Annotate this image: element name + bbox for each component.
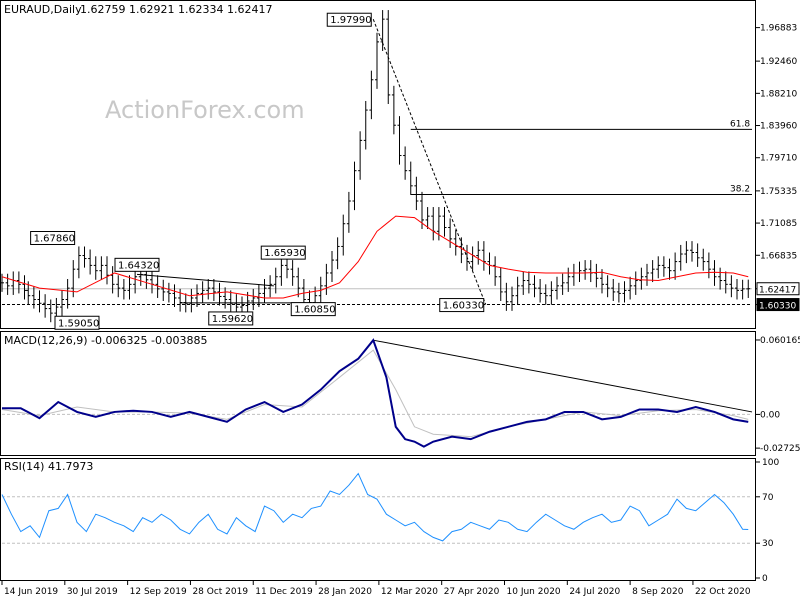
price-label: 1.65930 (264, 248, 305, 259)
macd-title: MACD(12,26,9) -0.006325 -0.003885 (4, 334, 207, 347)
price-axis-label: 1.79710 (760, 154, 797, 164)
date-axis-label: 10 Jun 2020 (507, 587, 561, 597)
date-axis-label: 28 Jan 2020 (318, 587, 372, 597)
price-panel (0, 0, 756, 329)
macd-line (2, 338, 749, 448)
price-label-box (290, 302, 336, 317)
date-axis-label: 14 Jun 2019 (4, 587, 58, 597)
price-label-box (439, 298, 485, 313)
resistance-trendline (136, 273, 274, 287)
chart-symbol: EURAUD,Daily (4, 3, 82, 16)
rsi-plot (1, 472, 752, 544)
price-plot: 61.8 38.2 1.97990 1.67860 1.64320 1.65930 1.59… (0, 10, 752, 330)
date-axis-label: 30 Jul 2019 (67, 587, 118, 597)
price-axis-label: 1.75335 (760, 187, 797, 197)
rsi-panel (0, 458, 756, 581)
price-label: 1.64320 (118, 260, 159, 271)
price-axis-marker (756, 282, 800, 296)
price-axis-label: 1.88210 (760, 89, 797, 99)
rsi-title: RSI(14) 41.7973 (4, 460, 93, 473)
macd-axis-label: -0.02725 (760, 444, 800, 454)
price-label: 1.60850 (294, 305, 335, 316)
date-axis-label: 12 Sep 2019 (130, 587, 187, 597)
date-axis-label: 12 Mar 2020 (381, 587, 438, 597)
price-axis-label: 1.66835 (760, 251, 797, 261)
moving-average-line (1, 215, 749, 299)
price-axis-label: 1.96883 (760, 24, 797, 34)
fib-level-label: 38.2 (730, 185, 750, 195)
date-axis-label: 27 Apr 2020 (444, 587, 500, 597)
date-axis-label: 11 Dec 2019 (255, 587, 313, 597)
price-label-box (30, 231, 76, 246)
watermark: ActionForex.com (105, 96, 305, 124)
price-label: 1.59620 (212, 314, 253, 325)
price-axis-marker (756, 298, 800, 312)
price-label-box (114, 257, 160, 272)
price-axis-label: 1.83960 (760, 122, 797, 132)
price-axis-label: 1.62417 (759, 286, 796, 296)
chart-ohlc: 1.62759 1.62921 1.62334 1.62417 (80, 3, 272, 16)
macd-signal-line (1, 349, 749, 438)
date-axis-label: 24 Jul 2020 (569, 587, 620, 597)
date-axis-label: 22 Oct 2020 (695, 587, 751, 597)
price-label-box (54, 315, 100, 330)
price-axis-label: 1.92460 (760, 57, 797, 67)
rsi-line (1, 472, 749, 542)
macd-axis-label: 0.060165 (760, 336, 800, 346)
price-label: 1.60330 (443, 301, 484, 312)
axes: 1.96883 1.92460 1.88210 1.83960 1.79710 1.753… (1, 24, 800, 597)
date-axis-label: 8 Sep 2020 (632, 587, 684, 597)
rsi-axis-label: 100 (762, 458, 779, 468)
price-label: 1.59050 (58, 318, 99, 329)
price-label-box (260, 245, 306, 260)
rsi-axis-label: 0 (762, 574, 768, 584)
macd-axis-label: 0.00 (760, 410, 780, 420)
price-label-box (326, 12, 372, 27)
price-axis-label: 1.71085 (760, 219, 797, 229)
macd-panel (0, 331, 756, 456)
price-axis-label: 1.60330 (759, 302, 796, 312)
rsi-axis-label: 30 (762, 539, 774, 549)
macd-trendline (373, 339, 753, 413)
date-axis-label: 28 Oct 2019 (192, 587, 248, 597)
rsi-axis-label: 70 (762, 493, 774, 503)
price-label: 1.97990 (330, 15, 371, 26)
price-label: 1.67860 (34, 234, 75, 245)
fib-level-label: 61.8 (730, 119, 750, 129)
macd-plot (1, 338, 753, 448)
price-label-box (208, 311, 254, 326)
